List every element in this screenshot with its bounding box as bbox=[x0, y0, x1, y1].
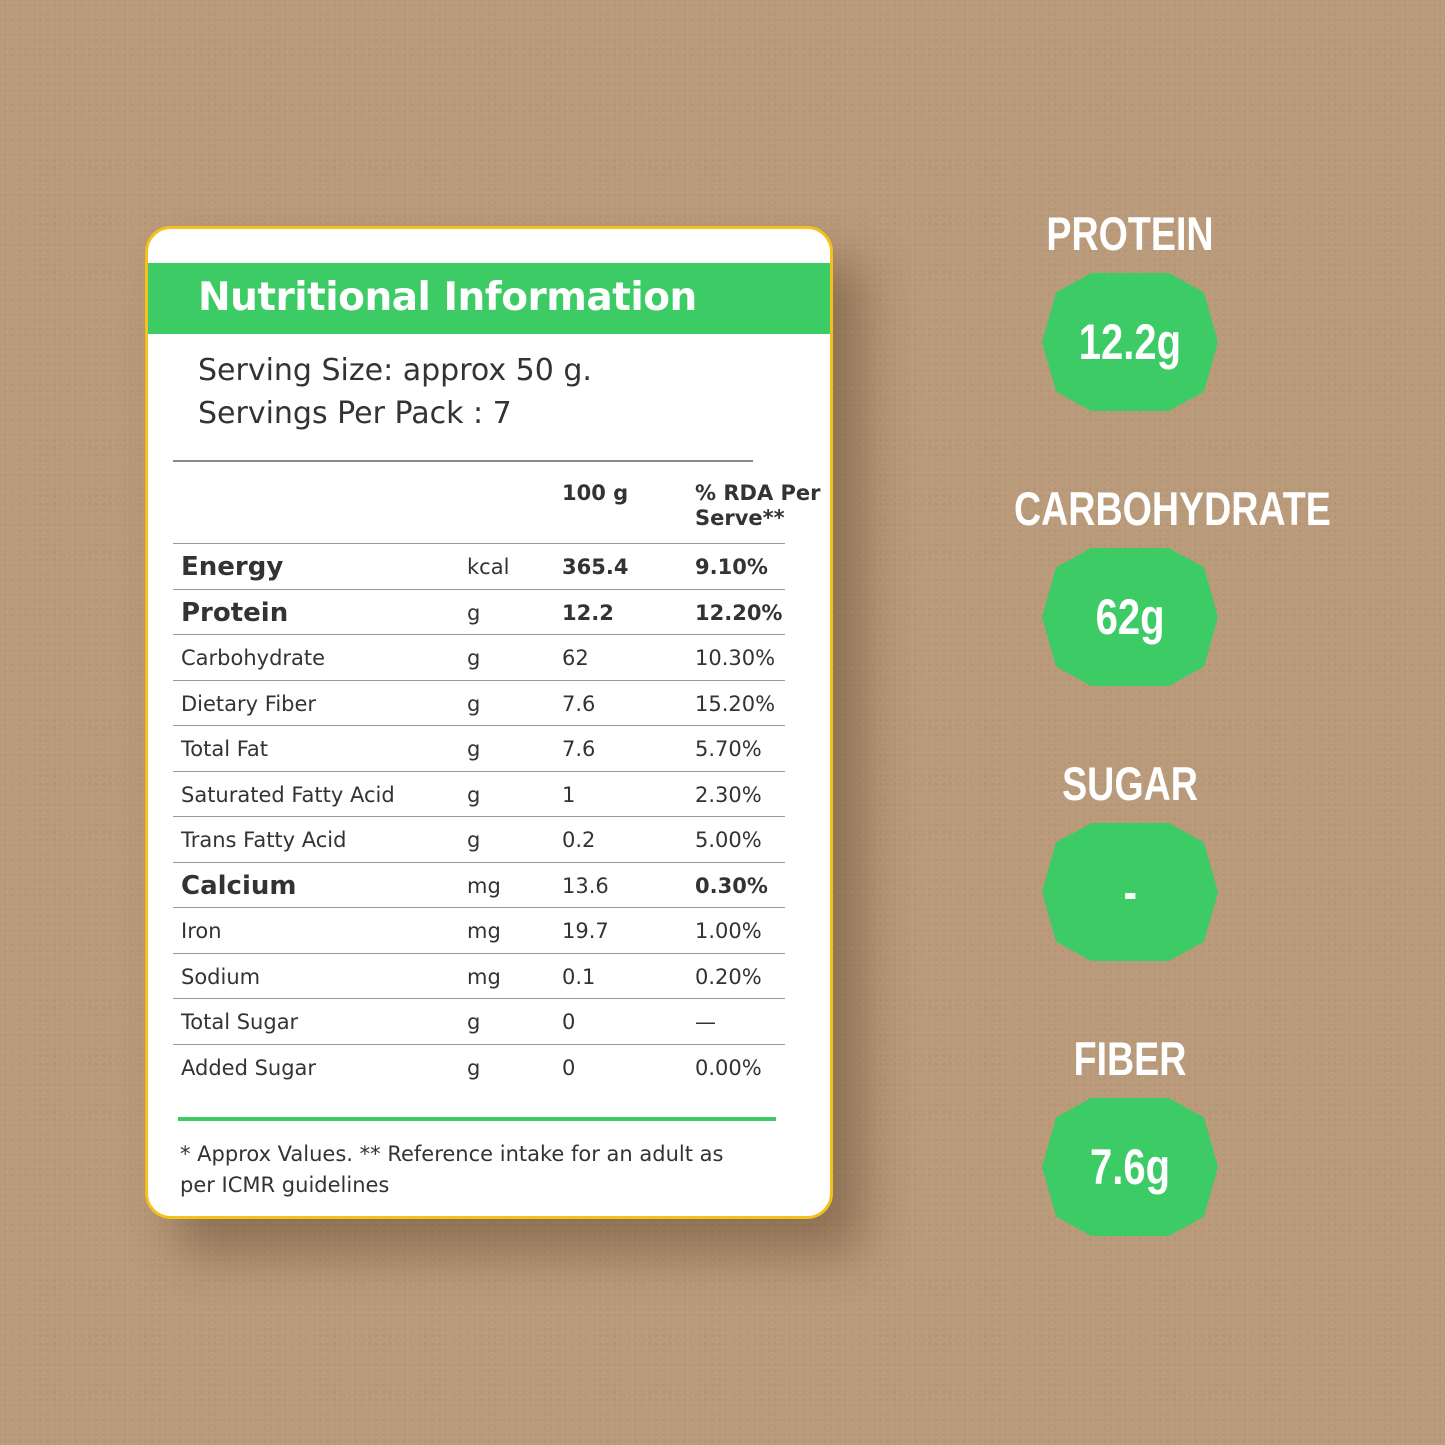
highlight-sugar: SUGAR - bbox=[985, 755, 1275, 961]
card-header-band: Nutritional Information bbox=[148, 263, 830, 334]
table-row-trans-fatty-acid: Trans Fatty Acid g 0.2 5.00% bbox=[173, 816, 785, 862]
nutrient-unit: g bbox=[467, 828, 481, 852]
nutrient-name: Total Fat bbox=[181, 737, 268, 761]
highlight-value: 62g bbox=[1095, 589, 1165, 645]
nutrient-unit: g bbox=[467, 1055, 481, 1080]
nutrient-rda: 2.30% bbox=[695, 782, 762, 807]
nutrient-qty: 7.6 bbox=[562, 737, 596, 761]
nutrient-rda: — bbox=[695, 1010, 716, 1034]
nutrient-rda: 10.30% bbox=[695, 646, 776, 670]
nutrition-card: Nutritional Information Serving Size: ap… bbox=[145, 226, 833, 1219]
card-title: Nutritional Information bbox=[198, 275, 697, 320]
nutrient-qty: 0 bbox=[562, 1055, 576, 1080]
table-row-protein: Protein g 12.2 12.20% bbox=[173, 588, 785, 635]
nutrient-name: Saturated Fatty Acid bbox=[181, 782, 395, 807]
table-row-energy: Energy kcal 365.4 9.10% bbox=[173, 543, 785, 589]
nutrient-rda: 0.30% bbox=[695, 873, 768, 898]
nutrient-name: Total Sugar bbox=[181, 1010, 299, 1034]
nutrient-name: Added Sugar bbox=[181, 1055, 317, 1080]
table-row-added-sugar: Added Sugar g 0 0.00% bbox=[173, 1043, 785, 1090]
highlight-protein: PROTEIN 12.2g bbox=[985, 205, 1275, 411]
servings-per-pack: Servings Per Pack : 7 bbox=[198, 396, 512, 431]
table-row-saturated-fatty-acid: Saturated Fatty Acid g 1 2.30% bbox=[173, 770, 785, 817]
highlight-label: FIBER bbox=[1073, 1032, 1187, 1085]
highlight-carbohydrate: CARBOHYDRATE 62g bbox=[985, 480, 1331, 686]
nutrient-qty: 0 bbox=[562, 1010, 576, 1034]
nutrient-name: Dietary Fiber bbox=[181, 691, 317, 716]
table-row-carbohydrate: Carbohydrate g 62 10.30% bbox=[173, 634, 785, 680]
nutrient-name: Energy bbox=[181, 552, 284, 582]
nutrient-name: Carbohydrate bbox=[181, 646, 326, 670]
nutrient-qty: 19.7 bbox=[562, 919, 609, 943]
nutrient-qty: 13.6 bbox=[562, 873, 609, 898]
nutrient-qty: 1 bbox=[562, 782, 576, 807]
octagon-badge: 7.6g bbox=[1042, 1098, 1218, 1236]
nutrition-table: Energy kcal 365.4 9.10% Protein g 12.2 1… bbox=[173, 543, 785, 1089]
nutrient-rda: 5.70% bbox=[695, 737, 762, 761]
nutrient-unit: kcal bbox=[467, 555, 510, 579]
highlight-label: CARBOHYDRATE bbox=[1014, 482, 1331, 535]
nutrient-name: Calcium bbox=[181, 870, 297, 901]
highlight-value: 12.2g bbox=[1078, 314, 1182, 370]
table-row-calcium: Calcium mg 13.6 0.30% bbox=[173, 861, 785, 908]
nutrient-rda: 15.20% bbox=[695, 691, 776, 716]
nutrient-qty: 62 bbox=[562, 646, 589, 670]
table-row-iron: Iron mg 19.7 1.00% bbox=[173, 907, 785, 953]
nutrient-unit: g bbox=[467, 600, 481, 625]
nutrient-rda: 0.00% bbox=[695, 1055, 762, 1080]
footnote: * Approx Values. ** Reference intake for… bbox=[180, 1142, 724, 1197]
table-row-dietary-fiber: Dietary Fiber g 7.6 15.20% bbox=[173, 679, 785, 726]
nutrient-qty: 7.6 bbox=[562, 691, 596, 716]
column-header-rda: % RDA Per Serve** bbox=[695, 481, 821, 530]
nutrient-rda: 5.00% bbox=[695, 828, 762, 852]
octagon-badge: 12.2g bbox=[1042, 273, 1218, 411]
highlight-value: 7.6g bbox=[1089, 1139, 1171, 1195]
table-row-sodium: Sodium mg 0.1 0.20% bbox=[173, 952, 785, 999]
nutrient-unit: mg bbox=[467, 873, 501, 898]
table-row-total-sugar: Total Sugar g 0 — bbox=[173, 998, 785, 1044]
nutrient-unit: g bbox=[467, 782, 481, 807]
nutrient-rda: 12.20% bbox=[695, 600, 783, 625]
nutrient-qty: 12.2 bbox=[562, 600, 614, 625]
table-row-total-fat: Total Fat g 7.6 5.70% bbox=[173, 725, 785, 771]
table-top-rule bbox=[173, 460, 753, 462]
serving-size: Serving Size: approx 50 g. bbox=[198, 353, 592, 388]
nutrient-name: Trans Fatty Acid bbox=[181, 828, 347, 852]
nutrient-name: Sodium bbox=[181, 964, 261, 989]
nutrient-unit: g bbox=[467, 1010, 481, 1034]
column-header-100g: 100 g bbox=[562, 481, 629, 505]
nutrient-rda: 1.00% bbox=[695, 919, 762, 943]
highlight-value: - bbox=[1123, 864, 1137, 920]
nutrient-unit: mg bbox=[467, 964, 501, 989]
table-bottom-rule bbox=[178, 1117, 776, 1121]
nutrient-name: Iron bbox=[181, 919, 222, 943]
nutrient-rda: 9.10% bbox=[695, 555, 768, 579]
nutrient-unit: g bbox=[467, 737, 481, 761]
nutrient-qty: 0.2 bbox=[562, 828, 596, 852]
nutrient-unit: mg bbox=[467, 919, 501, 943]
nutrient-qty: 365.4 bbox=[562, 555, 629, 579]
octagon-badge: - bbox=[1042, 823, 1218, 961]
nutrient-rda: 0.20% bbox=[695, 964, 762, 989]
octagon-badge: 62g bbox=[1042, 548, 1218, 686]
nutrient-unit: g bbox=[467, 691, 481, 716]
nutrient-unit: g bbox=[467, 646, 481, 670]
highlight-label: SUGAR bbox=[1062, 757, 1198, 810]
highlight-fiber: FIBER 7.6g bbox=[985, 1030, 1275, 1236]
nutrient-qty: 0.1 bbox=[562, 964, 596, 989]
highlight-label: PROTEIN bbox=[1046, 207, 1214, 260]
nutrient-name: Protein bbox=[181, 597, 289, 628]
